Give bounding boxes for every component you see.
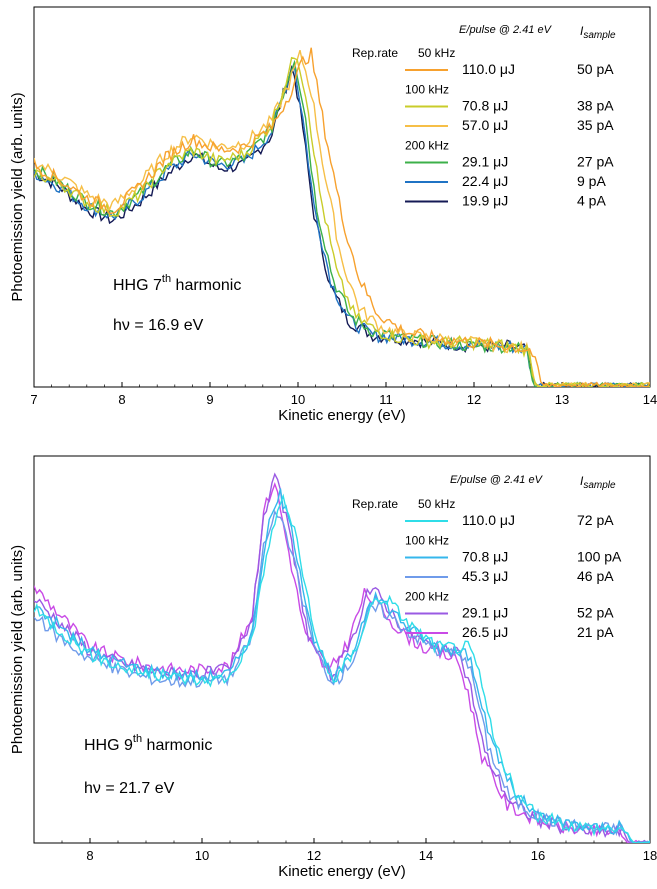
- legend-energy-value: 29.1 μJ: [462, 605, 508, 621]
- legend-current-value: 21 pA: [577, 624, 614, 640]
- x-tick-label: 12: [307, 848, 321, 863]
- legend-header-current-sub: sample: [583, 480, 616, 491]
- legend-current-value: 100 pA: [577, 549, 622, 565]
- legend-energy-value: 19.9 μJ: [462, 193, 508, 209]
- legend-energy-value: 70.8 μJ: [462, 549, 508, 565]
- x-tick-label: 8: [118, 392, 125, 407]
- legend-current-value: 38 pA: [577, 98, 614, 114]
- series-line: [34, 64, 650, 387]
- x-tick-label: 10: [195, 848, 209, 863]
- y-axis-label: Photoemission yield (arb. units): [9, 92, 26, 301]
- series-line: [34, 488, 650, 843]
- series-line: [34, 64, 650, 387]
- legend-group-label: 200 kHz: [405, 139, 449, 153]
- legend-header-energy: E/pulse @ 2.41 eV: [459, 24, 553, 36]
- legend-header-current: Isample: [580, 474, 616, 491]
- legend-group-label: 50 kHz: [418, 497, 455, 511]
- legend-current-value: 52 pA: [577, 605, 614, 621]
- annotation-photon-energy: hν = 21.7 eV: [84, 780, 175, 797]
- series-line: [34, 482, 650, 843]
- annotation-harmonic: HHG 9th harmonic: [84, 733, 212, 754]
- legend-current-value: 46 pA: [577, 568, 614, 584]
- x-tick-label: 13: [555, 392, 569, 407]
- y-axis-label: Photoemission yield (arb. units): [9, 545, 26, 754]
- x-tick-label: 7: [30, 392, 37, 407]
- legend-energy-value: 57.0 μJ: [462, 117, 508, 133]
- legend-header-current: Isample: [580, 24, 616, 41]
- legend-current-value: 72 pA: [577, 512, 614, 528]
- legend-rep-rate-label: Rep.rate: [352, 497, 398, 511]
- legend-current-value: 27 pA: [577, 154, 614, 170]
- series-line: [34, 47, 650, 387]
- x-tick-label: 9: [206, 392, 213, 407]
- series-line: [34, 493, 650, 843]
- legend-energy-value: 22.4 μJ: [462, 173, 508, 189]
- legend-header-current-main: I: [580, 24, 584, 38]
- legend-header-energy: E/pulse @ 2.41 eV: [450, 474, 544, 486]
- x-axis-label: Kinetic energy (eV): [278, 863, 406, 880]
- legend-current-value: 9 pA: [577, 173, 606, 189]
- annotation-harmonic-suffix: harmonic: [171, 277, 241, 294]
- legend-energy-value: 26.5 μJ: [462, 624, 508, 640]
- legend-group-label: 50 kHz: [418, 46, 455, 60]
- legend-rep-rate-label: Rep.rate: [352, 46, 398, 60]
- x-tick-label: 18: [643, 848, 657, 863]
- x-tick-label: 11: [379, 392, 393, 407]
- legend-energy-value: 110.0 μJ: [462, 512, 515, 528]
- x-tick-label: 14: [643, 392, 657, 407]
- legend-energy-value: 45.3 μJ: [462, 568, 508, 584]
- legend-energy-value: 110.0 μJ: [462, 61, 515, 77]
- annotation-harmonic-main: HHG 9: [84, 737, 133, 754]
- annotation-photon-energy: hν = 16.9 eV: [113, 317, 204, 334]
- x-tick-label: 12: [467, 392, 481, 407]
- legend-group-label: 100 kHz: [405, 83, 449, 97]
- annotation-harmonic-main: HHG 7: [113, 277, 162, 294]
- x-tick-label: 16: [531, 848, 545, 863]
- x-tick-label: 8: [86, 848, 93, 863]
- annotation-harmonic-sup: th: [133, 733, 142, 745]
- series-line: [34, 59, 650, 387]
- plot-frame: [33, 6, 651, 388]
- legend-group-label: 100 kHz: [405, 534, 449, 548]
- x-tick-label: 10: [291, 392, 305, 407]
- legend-group-label: 200 kHz: [405, 590, 449, 604]
- annotation-harmonic-suffix: harmonic: [142, 737, 212, 754]
- legend-header-current-main: I: [580, 474, 584, 488]
- panel-top: 7 8 9 10 11 12 13 14 Kinetic energy (eV) Photoemi…: [9, 6, 657, 424]
- legend-current-value: 4 pA: [577, 193, 606, 209]
- legend-header-current-sub: sample: [583, 30, 616, 41]
- legend-current-value: 35 pA: [577, 117, 614, 133]
- annotation-harmonic-sup: th: [162, 273, 171, 285]
- legend-energy-value: 70.8 μJ: [462, 98, 508, 114]
- annotation-harmonic: HHG 7th harmonic: [113, 273, 241, 294]
- legend-energy-value: 29.1 μJ: [462, 154, 508, 170]
- legend-current-value: 50 pA: [577, 61, 614, 77]
- x-axis-label: Kinetic energy (eV): [278, 407, 406, 424]
- x-tick-label: 14: [419, 848, 433, 863]
- panel-bottom: 8 10 12 14 16 18 Kinetic energy (eV) Photoemiss…: [9, 455, 657, 880]
